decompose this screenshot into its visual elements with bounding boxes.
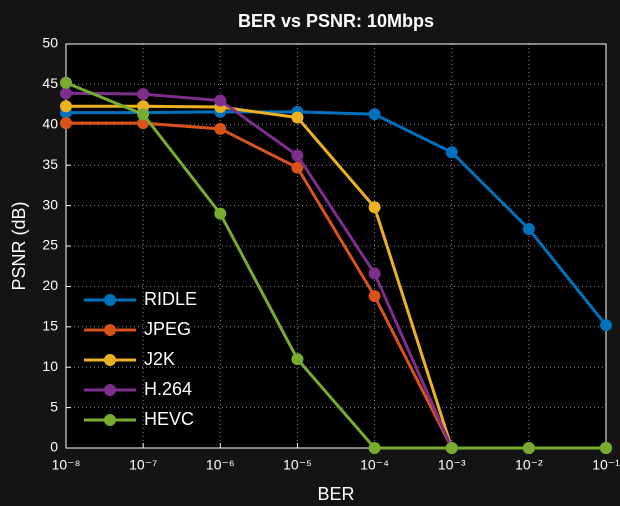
legend-marker (104, 324, 116, 336)
data-point (368, 108, 381, 121)
data-point (522, 223, 535, 236)
data-point (214, 94, 227, 107)
data-point (137, 88, 150, 101)
data-point (214, 122, 227, 135)
y-tick-label: 20 (42, 277, 58, 293)
data-point (368, 290, 381, 303)
legend-marker (104, 414, 116, 426)
series-line (66, 110, 608, 327)
data-point (291, 161, 304, 174)
x-tick-label: 10⁻³ (438, 457, 466, 473)
legend-label: RIDLE (144, 289, 197, 309)
chart-title: BER vs PSNR: 10Mbps (238, 11, 434, 31)
x-tick-label: 10⁻⁵ (283, 457, 312, 473)
x-tick-label: 10⁻⁸ (52, 457, 81, 473)
data-point (600, 319, 612, 332)
data-point (445, 442, 458, 454)
data-point (214, 207, 227, 220)
legend-marker (104, 384, 116, 396)
x-tick-label: 10⁻⁷ (129, 457, 157, 473)
y-tick-label: 30 (42, 196, 58, 212)
data-point (368, 267, 381, 280)
y-axis-label: PSNR (dB) (9, 201, 29, 290)
x-tick-label: 10⁻⁶ (206, 457, 235, 473)
data-point (60, 100, 72, 113)
data-point (291, 149, 304, 162)
data-point (368, 201, 381, 214)
x-tick-label: 10⁻¹ (592, 457, 620, 473)
y-tick-label: 45 (42, 75, 58, 91)
x-tick-label: 10⁻⁴ (360, 457, 389, 473)
data-point (600, 442, 612, 454)
legend-marker (104, 354, 116, 366)
y-tick-label: 50 (42, 35, 58, 51)
y-tick-label: 0 (50, 439, 58, 455)
legend-label: HEVC (144, 409, 194, 429)
x-tick-label: 10⁻² (515, 457, 543, 473)
legend-label: JPEG (144, 319, 191, 339)
data-point (60, 76, 72, 89)
y-tick-label: 35 (42, 156, 58, 172)
data-point (291, 353, 304, 366)
data-point (137, 108, 150, 121)
data-point (368, 442, 381, 454)
x-axis-label: BER (317, 484, 354, 504)
legend-marker (104, 294, 116, 306)
data-point (522, 442, 535, 454)
y-tick-label: 5 (50, 398, 58, 414)
data-point (60, 87, 72, 100)
y-tick-label: 10 (42, 358, 58, 374)
legend-label: H.264 (144, 379, 192, 399)
data-point (291, 111, 304, 124)
series-line (65, 81, 606, 450)
y-tick-label: 40 (42, 116, 58, 132)
y-tick-label: 15 (42, 318, 58, 334)
y-tick-label: 25 (42, 237, 58, 253)
axes-box (65, 43, 607, 449)
data-point (445, 146, 458, 159)
legend-label: J2K (144, 349, 175, 369)
data-point (60, 117, 72, 130)
